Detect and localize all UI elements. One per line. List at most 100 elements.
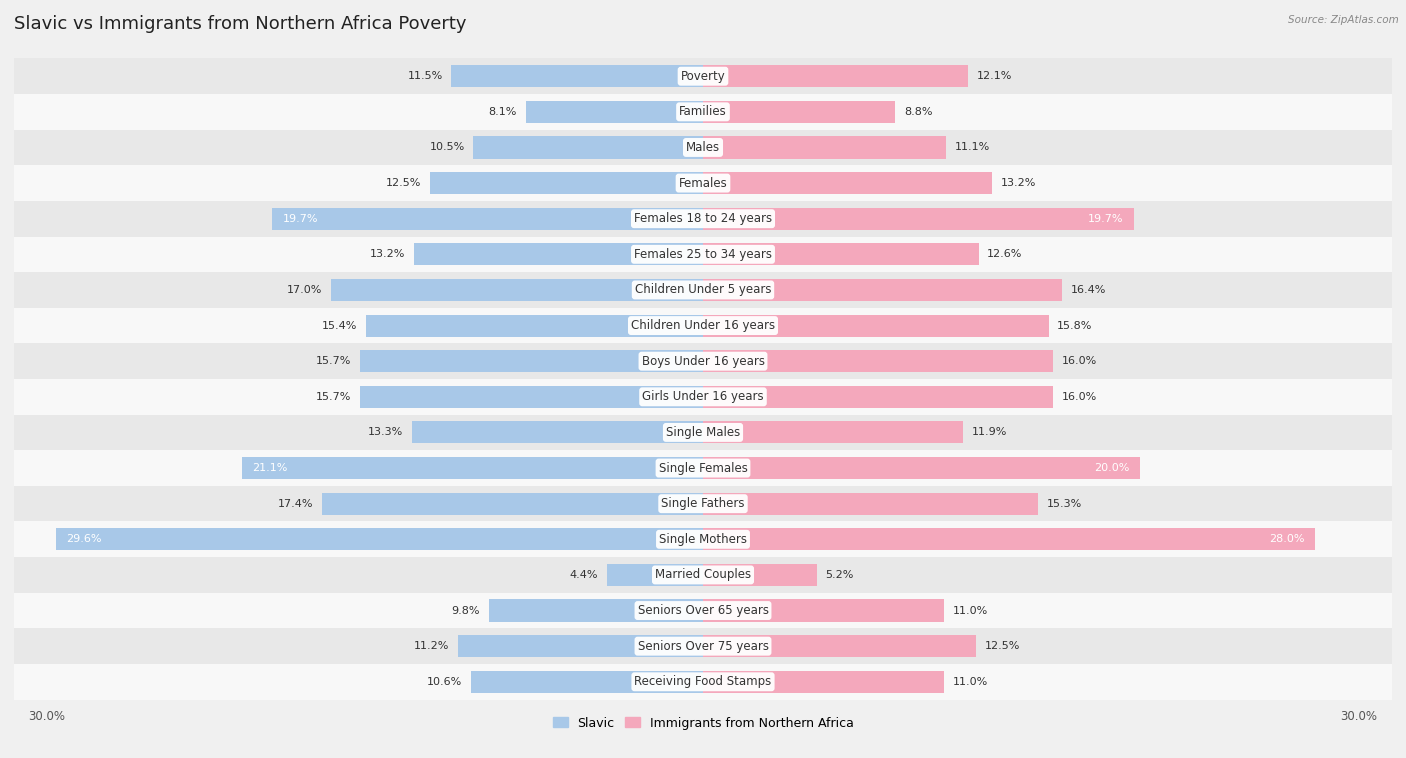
Text: 15.3%: 15.3% — [1046, 499, 1081, 509]
Bar — [0, 165, 1406, 201]
Bar — [0, 486, 1406, 522]
Text: Seniors Over 65 years: Seniors Over 65 years — [637, 604, 769, 617]
Bar — [703, 386, 1053, 408]
Text: 10.6%: 10.6% — [427, 677, 463, 687]
Bar — [360, 350, 703, 372]
Text: Slavic vs Immigrants from Northern Africa Poverty: Slavic vs Immigrants from Northern Afric… — [14, 15, 467, 33]
Bar — [703, 457, 1140, 479]
Text: 12.5%: 12.5% — [986, 641, 1021, 651]
Bar — [360, 386, 703, 408]
Text: 12.1%: 12.1% — [976, 71, 1012, 81]
Text: 16.0%: 16.0% — [1062, 356, 1097, 366]
Text: 12.5%: 12.5% — [385, 178, 420, 188]
Bar — [703, 101, 896, 123]
Bar — [703, 635, 976, 657]
Text: 19.7%: 19.7% — [283, 214, 319, 224]
Text: 13.2%: 13.2% — [1001, 178, 1036, 188]
Bar — [474, 136, 703, 158]
Bar — [0, 628, 1406, 664]
Bar — [703, 600, 943, 622]
Text: Males: Males — [686, 141, 720, 154]
Text: Children Under 16 years: Children Under 16 years — [631, 319, 775, 332]
Bar — [0, 415, 1406, 450]
Bar — [703, 528, 1316, 550]
Text: Married Couples: Married Couples — [655, 568, 751, 581]
Text: 8.8%: 8.8% — [904, 107, 932, 117]
Text: Females 25 to 34 years: Females 25 to 34 years — [634, 248, 772, 261]
Text: Females: Females — [679, 177, 727, 190]
Bar — [273, 208, 703, 230]
Text: Source: ZipAtlas.com: Source: ZipAtlas.com — [1288, 15, 1399, 25]
Text: Receiving Food Stamps: Receiving Food Stamps — [634, 675, 772, 688]
Bar — [703, 315, 1049, 337]
Text: 11.9%: 11.9% — [972, 428, 1007, 437]
Text: Children Under 5 years: Children Under 5 years — [634, 283, 772, 296]
Bar — [0, 201, 1406, 236]
Bar — [0, 557, 1406, 593]
Text: Single Fathers: Single Fathers — [661, 497, 745, 510]
Text: 21.1%: 21.1% — [253, 463, 288, 473]
Bar — [703, 421, 963, 443]
Text: 10.5%: 10.5% — [429, 143, 464, 152]
Bar — [430, 172, 703, 194]
Bar — [0, 58, 1406, 94]
Text: Poverty: Poverty — [681, 70, 725, 83]
Bar — [366, 315, 703, 337]
Text: 15.8%: 15.8% — [1057, 321, 1092, 330]
Text: Single Mothers: Single Mothers — [659, 533, 747, 546]
Bar — [703, 350, 1053, 372]
Bar — [489, 600, 703, 622]
Text: Females 18 to 24 years: Females 18 to 24 years — [634, 212, 772, 225]
Bar — [607, 564, 703, 586]
Bar — [0, 130, 1406, 165]
Bar — [0, 343, 1406, 379]
Bar — [458, 635, 703, 657]
Text: Single Males: Single Males — [666, 426, 740, 439]
Bar — [322, 493, 703, 515]
Bar — [703, 671, 943, 693]
Text: 11.0%: 11.0% — [952, 606, 987, 615]
Text: 13.2%: 13.2% — [370, 249, 405, 259]
Text: 11.0%: 11.0% — [952, 677, 987, 687]
Text: 17.4%: 17.4% — [278, 499, 314, 509]
Bar — [703, 208, 1133, 230]
Text: Boys Under 16 years: Boys Under 16 years — [641, 355, 765, 368]
Text: 15.4%: 15.4% — [322, 321, 357, 330]
Bar — [703, 243, 979, 265]
Text: 5.2%: 5.2% — [825, 570, 853, 580]
Text: 17.0%: 17.0% — [287, 285, 322, 295]
Text: Girls Under 16 years: Girls Under 16 years — [643, 390, 763, 403]
Bar — [703, 564, 817, 586]
Bar — [703, 172, 991, 194]
Text: Families: Families — [679, 105, 727, 118]
Bar — [0, 272, 1406, 308]
Text: 16.4%: 16.4% — [1070, 285, 1105, 295]
Text: 4.4%: 4.4% — [569, 570, 598, 580]
Text: 15.7%: 15.7% — [315, 356, 352, 366]
Bar — [412, 421, 703, 443]
Bar — [471, 671, 703, 693]
Text: 15.7%: 15.7% — [315, 392, 352, 402]
Bar — [0, 236, 1406, 272]
Text: 12.6%: 12.6% — [987, 249, 1022, 259]
Bar — [526, 101, 703, 123]
Bar — [0, 664, 1406, 700]
Bar — [415, 243, 703, 265]
Bar — [0, 308, 1406, 343]
Bar — [703, 65, 967, 87]
Legend: Slavic, Immigrants from Northern Africa: Slavic, Immigrants from Northern Africa — [547, 712, 859, 735]
Text: 20.0%: 20.0% — [1094, 463, 1129, 473]
Bar — [242, 457, 703, 479]
Bar — [0, 379, 1406, 415]
Bar — [0, 450, 1406, 486]
Bar — [332, 279, 703, 301]
Bar — [703, 493, 1038, 515]
Bar — [0, 94, 1406, 130]
Text: 11.2%: 11.2% — [413, 641, 450, 651]
Text: 11.5%: 11.5% — [408, 71, 443, 81]
Text: 28.0%: 28.0% — [1270, 534, 1305, 544]
Bar — [703, 136, 946, 158]
Text: 19.7%: 19.7% — [1087, 214, 1123, 224]
Text: 29.6%: 29.6% — [66, 534, 103, 544]
Bar — [451, 65, 703, 87]
